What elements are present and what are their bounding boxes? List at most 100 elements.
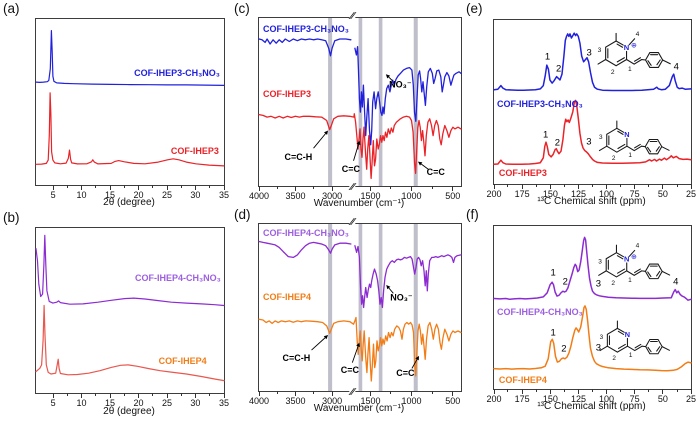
x-axis-tick (605, 389, 607, 394)
x-axis-tick-label: 4000 (248, 191, 270, 201)
x-axis-tick (493, 389, 495, 394)
x-axis-label-f: ¹³C Chemical shift (ppm) (537, 401, 646, 412)
panel-letter-a: (a) (3, 1, 20, 16)
series-COF-IHEP3-CH₃NO₃ (35, 30, 225, 87)
x-axis-tick (452, 186, 454, 191)
series-COF-IHEP4 (258, 316, 462, 382)
peak-label: 3 (595, 342, 602, 354)
x-axis-label-c: Wavenumber (cm⁻¹) (313, 198, 405, 209)
x-axis-tick (137, 393, 139, 398)
x-axis-tick (549, 389, 551, 394)
peak-label: 3 (586, 136, 592, 148)
annotation: C=C-H (284, 151, 313, 162)
x-axis-minor-tick (563, 389, 565, 392)
peak-label: 1 (544, 51, 551, 63)
x-axis-tick (634, 389, 636, 394)
x-axis-minor-tick (676, 184, 678, 187)
carbon-1-label: 1 (629, 352, 633, 359)
x-axis-minor-tick (209, 185, 211, 188)
peak-label: 3 (586, 47, 592, 59)
x-axis-minor-tick (431, 186, 433, 189)
x-axis-minor-tick (648, 389, 650, 392)
curve-label: COF-IHEP3 (498, 168, 547, 179)
peak-label: 2 (562, 276, 568, 288)
x-axis-tick-label: 3500 (285, 191, 306, 201)
x-axis-tick (690, 389, 692, 394)
x-axis-minor-tick (507, 389, 509, 392)
x-axis-tick (109, 393, 111, 398)
x-axis-minor-tick (676, 389, 678, 392)
axis-break-mark: ∕∕ (349, 182, 355, 193)
x-axis-tick (137, 185, 139, 190)
x-axis-tick-label: 500 (445, 191, 461, 201)
x-axis-minor-tick (95, 393, 97, 396)
x-axis-minor-tick (180, 185, 182, 188)
carbon-2-label: 2 (611, 69, 615, 76)
series-COF-IHEP4-CH₃NO₃ (493, 236, 692, 301)
series-COF-IHEP4-CH₃NO₃ (258, 240, 352, 259)
nitrogen-atom-label: N (624, 43, 629, 52)
x-axis-minor-tick (535, 389, 537, 392)
panel-letter-d: (d) (234, 207, 251, 222)
x-axis-minor-tick (276, 186, 278, 189)
peak-label: 1 (550, 327, 556, 339)
series-COF-IHEP4-CH₃NO₃ (35, 234, 225, 307)
x-axis-minor-tick (648, 184, 650, 187)
x-axis-tick (493, 184, 495, 189)
x-axis-tick (370, 391, 371, 396)
x-axis-tick-label: 10 (76, 190, 87, 200)
x-axis-tick (194, 393, 196, 398)
x-axis-tick-label: 20 (133, 398, 144, 408)
x-axis-tick-label: 100 (598, 394, 614, 404)
x-axis-minor-tick (535, 184, 537, 187)
series-COF-IHEP3-CH₃NO₃ (354, 45, 462, 146)
annotation: C=C (396, 368, 415, 379)
panel-letter-f: (f) (466, 207, 479, 222)
x-axis-tick (690, 184, 692, 189)
x-axis-label-e: ¹³C Chemical shift (ppm) (537, 196, 646, 207)
x-axis-tick-label: 35 (218, 398, 230, 408)
plot-area-b: COF-IHEP4-CH₃NO₃ COF-IHEP4 5 10 15 20 25 30 35 (35, 227, 229, 408)
x-axis-minor-tick (276, 391, 278, 394)
plot-area-f: N ⊕ 4 3 2 1 (486, 225, 696, 404)
plot-canvas-d (258, 224, 462, 391)
carbon-2-label: 2 (612, 355, 616, 362)
x-axis-tick-label: 125 (570, 394, 587, 404)
x-axis-tick-label: 1500 (360, 396, 381, 406)
x-axis-tick (194, 185, 196, 190)
x-axis-tick-label: 150 (542, 394, 558, 404)
x-axis-minor-tick (592, 184, 593, 187)
plot-canvas-c (258, 18, 462, 186)
peak-label: 3 (595, 278, 602, 290)
curve-label: COF-IHEP4-CH₃NO₃ (496, 306, 583, 317)
series-COF-IHEP4 (35, 304, 225, 382)
panel-letter-c: (c) (234, 1, 250, 16)
x-axis-minor-tick (620, 184, 622, 187)
curve-label: COF-IHEP4 (158, 355, 207, 366)
x-axis-tick (578, 184, 579, 189)
positive-charge-label: ⊕ (631, 254, 637, 261)
x-axis-minor-tick (620, 389, 622, 392)
x-axis-minor-tick (123, 185, 125, 188)
series-COF-IHEP3-CH₃NO₃ (493, 32, 692, 92)
x-axis-tick (662, 389, 664, 394)
annotation: C=C-H (282, 352, 311, 363)
x-axis-minor-tick (209, 393, 211, 396)
curve-label: COF-IHEP3 (170, 145, 219, 156)
peak-label: 2 (555, 63, 562, 75)
x-axis-tick-label: 500 (445, 396, 461, 406)
x-axis-tick-label: 50 (657, 189, 668, 199)
annotation: C=C (341, 164, 361, 175)
x-axis-tick-label: 125 (570, 189, 587, 199)
carbon-2-label: 2 (612, 155, 616, 162)
x-axis-tick-label: 5 (50, 190, 56, 200)
carbon-3-label: 3 (599, 134, 603, 141)
x-axis-tick (258, 186, 260, 191)
x-axis-tick-label: 175 (514, 394, 530, 404)
x-axis-tick (578, 389, 579, 394)
plot-area-a: COF-IHEP3-CH₃NO₃ COF-IHEP3 5 10 15 20 25 30 35 (35, 18, 229, 200)
x-axis-minor-tick (313, 391, 315, 394)
